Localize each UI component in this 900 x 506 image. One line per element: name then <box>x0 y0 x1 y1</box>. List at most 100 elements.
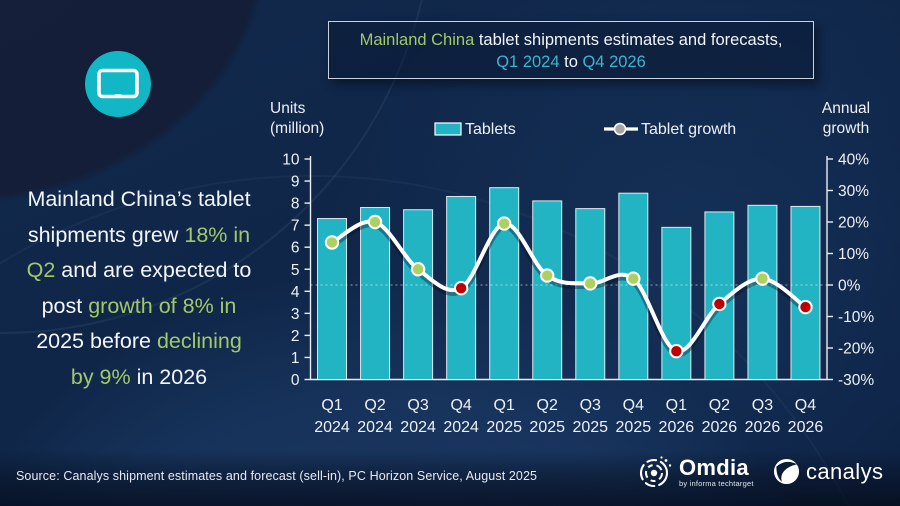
headline-line: 2025 before declining <box>36 329 242 353</box>
svg-text:Q1: Q1 <box>666 397 687 414</box>
title-line-1: Mainland China tablet shipments estimate… <box>329 29 813 51</box>
growth-marker-Q4-2024 <box>453 280 469 296</box>
svg-text:2025: 2025 <box>529 419 565 436</box>
svg-text:2025: 2025 <box>486 419 522 436</box>
canalys-logo: canalys <box>773 458 883 485</box>
growth-marker-Q3-2025 <box>583 276 598 291</box>
svg-text:2025: 2025 <box>572 419 608 436</box>
svg-text:Q2: Q2 <box>709 397 730 414</box>
growth-marker-Q3-2024 <box>410 262 426 277</box>
canalys-wordmark: canalys <box>806 458 884 484</box>
svg-text:6: 6 <box>291 240 300 257</box>
svg-text:2026: 2026 <box>788 419 824 436</box>
svg-text:3: 3 <box>291 306 300 323</box>
legend-growth-label: Tablet growth <box>641 121 736 138</box>
svg-text:10: 10 <box>282 152 300 169</box>
text-segment: tablet shipments estimates and forecasts… <box>474 31 783 49</box>
tablet-bars <box>317 187 821 380</box>
chart-title-box: Mainland China tablet shipments estimate… <box>328 21 814 79</box>
growth-markers <box>324 214 813 359</box>
svg-text:Q3: Q3 <box>407 397 428 414</box>
bar-Q1-2026 <box>661 226 692 380</box>
title-line-2: Q1 2024 to Q4 2026 <box>329 51 813 73</box>
headline-line: post growth of 8% in <box>41 293 237 318</box>
canalys-swoosh-icon <box>773 458 800 485</box>
bar-Q4-2025 <box>618 192 649 380</box>
bar-Q4-2026 <box>790 205 821 380</box>
bar-Q3-2026 <box>747 204 778 380</box>
bar-Q4-2024 <box>446 195 477 380</box>
growth-marker-Q3-2026 <box>755 271 770 286</box>
svg-text:9: 9 <box>291 174 300 191</box>
svg-text:Q1: Q1 <box>321 397 342 414</box>
svg-text:1: 1 <box>291 350 300 367</box>
growth-marker-Q1-2026 <box>669 343 684 359</box>
svg-text:Units: Units <box>270 100 306 117</box>
axes: 0 1 2 3 4 5 6 7 8 9 10 -30% -20% -10% 0% 10% 20% 30% 40% <box>282 152 874 390</box>
bar-Q1-2025 <box>489 187 520 380</box>
headline-line: Q2 and are expected to <box>26 258 252 282</box>
svg-text:2024: 2024 <box>443 419 479 436</box>
svg-text:20%: 20% <box>838 215 869 232</box>
growth-line-shadow <box>328 220 809 357</box>
svg-text:-30%: -30% <box>838 372 874 389</box>
svg-text:7: 7 <box>291 218 300 235</box>
svg-text:4: 4 <box>291 284 300 301</box>
growth-marker-Q4-2025 <box>626 271 641 286</box>
svg-text:Q3: Q3 <box>752 397 773 414</box>
svg-text:Q1: Q1 <box>494 397 515 414</box>
tablet-icon <box>85 51 151 117</box>
omdia-logo: Omdia by informa techtarget <box>637 454 754 491</box>
omdia-wordmark-block: Omdia by informa techtarget <box>679 454 754 488</box>
growth-marker-Q4-2026 <box>798 299 813 315</box>
bar-Q2-2025 <box>532 200 563 380</box>
axis-titles: Units (million) Annual growth <box>270 100 870 137</box>
growth-marker-Q1-2024 <box>324 235 340 250</box>
svg-text:2026: 2026 <box>745 419 781 436</box>
bar-Q3-2025 <box>575 208 606 380</box>
text-segment: Q4 2026 <box>582 53 646 71</box>
footer-band <box>0 450 900 506</box>
text-segment: Mainland China <box>359 31 475 49</box>
tablet-icon-glyph <box>97 68 139 99</box>
omdia-wordmark: Omdia <box>679 454 749 480</box>
svg-text:Q3: Q3 <box>580 397 601 414</box>
growth-line <box>330 219 808 354</box>
headline-text: Mainland China’s tablet shipments grew 18… <box>8 182 270 395</box>
svg-text:-10%: -10% <box>838 309 874 326</box>
omdia-subtext: by informa techtarget <box>679 478 754 488</box>
growth-marker-Q2-2024 <box>367 214 383 230</box>
svg-text:2: 2 <box>291 328 300 345</box>
svg-text:2026: 2026 <box>659 419 695 436</box>
legend-growth-marker <box>613 122 627 136</box>
growth-marker-Q2-2026 <box>712 296 727 312</box>
svg-text:2024: 2024 <box>314 419 350 436</box>
legend-tablets-swatch <box>434 122 462 136</box>
headline-line: shipments grew 18% in <box>27 222 251 247</box>
svg-text:Q4: Q4 <box>623 397 644 414</box>
omdia-rings-icon <box>639 456 672 488</box>
svg-text:(million): (million) <box>270 120 324 137</box>
svg-text:2025: 2025 <box>616 419 652 436</box>
svg-text:Q4: Q4 <box>795 397 816 414</box>
svg-text:8: 8 <box>291 196 300 213</box>
headline-line: Mainland China’s tablet <box>27 187 251 211</box>
bar-Q2-2026 <box>704 211 735 380</box>
svg-text:0: 0 <box>291 372 300 389</box>
svg-text:30%: 30% <box>838 183 869 200</box>
svg-text:40%: 40% <box>838 152 869 169</box>
svg-text:2024: 2024 <box>357 419 393 436</box>
bar-Q3-2024 <box>403 209 434 380</box>
bar-Q2-2024 <box>360 207 391 380</box>
svg-text:Q2: Q2 <box>364 397 385 414</box>
svg-text:Annual: Annual <box>822 100 870 117</box>
svg-text:growth: growth <box>823 120 870 137</box>
text-segment: to <box>559 53 583 71</box>
growth-marker-Q1-2025 <box>496 216 512 231</box>
svg-text:-20%: -20% <box>838 341 874 358</box>
legend-tablets-label: Tablets <box>465 121 516 138</box>
svg-text:Q2: Q2 <box>537 397 558 414</box>
svg-text:2024: 2024 <box>400 419 436 436</box>
text-segment: Q1 2024 <box>496 53 560 71</box>
